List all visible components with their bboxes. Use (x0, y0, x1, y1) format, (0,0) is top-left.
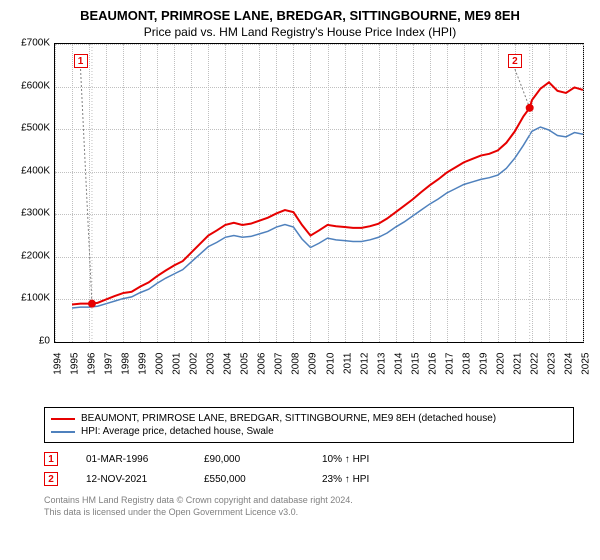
y-tick-label: £0 (39, 336, 50, 347)
x-tick-label: 2014 (393, 353, 404, 375)
x-tick-label: 2024 (563, 353, 574, 375)
x-tick-label: 1994 (53, 353, 64, 375)
legend-label: HPI: Average price, detached house, Swal… (81, 426, 274, 437)
marker-box: 2 (508, 54, 522, 68)
x-tick-label: 2009 (308, 353, 319, 375)
marker-table: 1 01-MAR-1996 £90,000 10% ↑ HPI 2 12-NOV-2021… (44, 449, 574, 489)
x-tick-label: 2012 (359, 353, 370, 375)
chart-title: BEAUMONT, PRIMROSE LANE, BREDGAR, SITTIN… (0, 0, 600, 23)
marker-price: £550,000 (204, 474, 294, 485)
footer-line1: Contains HM Land Registry data © Crown c… (44, 495, 590, 507)
x-tick-label: 2020 (495, 353, 506, 375)
chart-container: BEAUMONT, PRIMROSE LANE, BREDGAR, SITTIN… (0, 0, 600, 560)
legend-swatch (51, 418, 75, 420)
footer-line2: This data is licensed under the Open Gov… (44, 507, 590, 519)
legend-row: BEAUMONT, PRIMROSE LANE, BREDGAR, SITTIN… (51, 412, 567, 425)
y-tick-label: £700K (21, 38, 50, 49)
x-tick-label: 2025 (581, 353, 592, 375)
line-series-svg (55, 44, 583, 342)
chart-subtitle: Price paid vs. HM Land Registry's House … (0, 23, 600, 43)
grid-line-v (583, 44, 584, 342)
y-tick-label: £300K (21, 208, 50, 219)
x-tick-label: 2003 (206, 353, 217, 375)
y-tick-label: £500K (21, 123, 50, 134)
y-axis-labels: £0£100K£200K£300K£400K£500K£600K£700K (10, 43, 52, 343)
marker-date: 12-NOV-2021 (86, 474, 176, 485)
marker-table-box: 2 (44, 472, 58, 486)
x-tick-label: 2021 (512, 353, 523, 375)
marker-point (88, 300, 96, 308)
legend: BEAUMONT, PRIMROSE LANE, BREDGAR, SITTIN… (44, 407, 574, 443)
x-tick-label: 2004 (223, 353, 234, 375)
marker-connector (81, 69, 92, 304)
y-tick-label: £600K (21, 80, 50, 91)
marker-table-box: 1 (44, 452, 58, 466)
x-tick-label: 2015 (410, 353, 421, 375)
series-line (72, 82, 583, 304)
legend-row: HPI: Average price, detached house, Swal… (51, 425, 567, 438)
x-tick-label: 2011 (342, 353, 353, 375)
x-tick-label: 2023 (546, 353, 557, 375)
marker-table-row: 2 12-NOV-2021 £550,000 23% ↑ HPI (44, 469, 574, 489)
marker-connector (515, 69, 530, 108)
marker-box: 1 (74, 54, 88, 68)
series-line (72, 127, 583, 308)
x-tick-label: 1995 (70, 353, 81, 375)
marker-pct: 10% ↑ HPI (322, 454, 412, 465)
marker-date: 01-MAR-1996 (86, 454, 176, 465)
legend-swatch (51, 431, 75, 433)
x-tick-label: 2010 (325, 353, 336, 375)
x-tick-label: 2018 (461, 353, 472, 375)
x-tick-label: 1999 (138, 353, 149, 375)
footer-text: Contains HM Land Registry data © Crown c… (44, 495, 590, 518)
marker-price: £90,000 (204, 454, 294, 465)
x-tick-label: 2007 (274, 353, 285, 375)
x-tick-label: 2016 (427, 353, 438, 375)
x-tick-label: 2002 (189, 353, 200, 375)
y-tick-label: £100K (21, 293, 50, 304)
legend-label: BEAUMONT, PRIMROSE LANE, BREDGAR, SITTIN… (81, 413, 496, 424)
y-tick-label: £400K (21, 165, 50, 176)
x-tick-label: 2000 (155, 353, 166, 375)
marker-table-row: 1 01-MAR-1996 £90,000 10% ↑ HPI (44, 449, 574, 469)
y-tick-label: £200K (21, 250, 50, 261)
x-tick-label: 2013 (376, 353, 387, 375)
marker-point (526, 104, 534, 112)
x-tick-label: 2008 (291, 353, 302, 375)
x-tick-label: 1997 (104, 353, 115, 375)
x-tick-label: 2022 (529, 353, 540, 375)
x-tick-label: 2017 (444, 353, 455, 375)
x-tick-label: 2006 (257, 353, 268, 375)
marker-pct: 23% ↑ HPI (322, 474, 412, 485)
x-tick-label: 2005 (240, 353, 251, 375)
x-tick-label: 2019 (478, 353, 489, 375)
x-tick-label: 1998 (121, 353, 132, 375)
plot-area: 12 (54, 43, 584, 343)
x-tick-label: 1996 (87, 353, 98, 375)
chart-area: £0£100K£200K£300K£400K£500K£600K£700K 12… (10, 43, 590, 403)
x-axis-labels: 1994 1995 1996 1997 1998 1999 2000 2001 2002 2003… (54, 345, 584, 403)
x-tick-label: 2001 (172, 353, 183, 375)
